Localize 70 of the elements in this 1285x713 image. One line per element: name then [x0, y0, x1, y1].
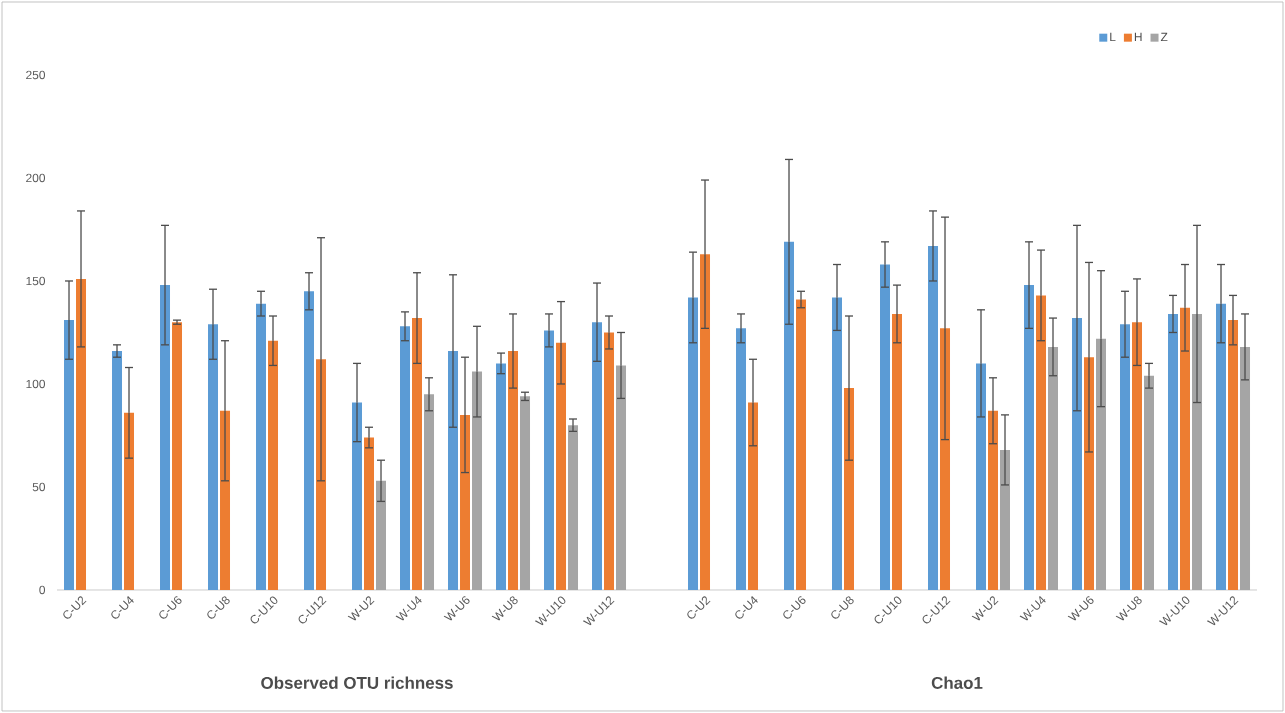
- bar: [592, 322, 603, 590]
- bar: [1228, 320, 1239, 590]
- y-tick-label: 0: [39, 585, 46, 595]
- bar: [424, 394, 435, 590]
- bar: [124, 412, 135, 590]
- bar: [1180, 307, 1190, 590]
- bar: [940, 328, 951, 590]
- bar: [736, 328, 747, 590]
- bar: [412, 318, 423, 590]
- bar: [604, 332, 615, 590]
- bar: [208, 324, 219, 590]
- bar: [352, 402, 363, 590]
- bar: [784, 241, 795, 590]
- bar: [976, 363, 987, 590]
- bar: [616, 365, 627, 590]
- bar: [844, 388, 855, 590]
- bar: [1084, 357, 1095, 590]
- y-tick-label: 150: [26, 276, 46, 286]
- bar: [568, 425, 579, 590]
- bar: [988, 410, 999, 590]
- y-tick-label: 100: [26, 379, 46, 389]
- bar: [520, 396, 531, 590]
- bar: [472, 371, 483, 590]
- legend-label: H: [1134, 32, 1142, 42]
- bar: [448, 351, 459, 590]
- bar: [1216, 303, 1227, 590]
- legend-label: Z: [1160, 32, 1168, 42]
- bar: [496, 363, 507, 590]
- bar: [880, 264, 891, 590]
- bar: [1120, 324, 1131, 590]
- bar: [700, 254, 711, 590]
- bar: [364, 437, 375, 590]
- bar: [1144, 375, 1154, 590]
- text: Chao1: [931, 676, 983, 689]
- bar: [1192, 313, 1203, 590]
- bar: [1048, 346, 1059, 590]
- y-tick-label: 200: [26, 173, 46, 183]
- bar: [1132, 322, 1142, 590]
- bar: [748, 402, 759, 590]
- bar: [268, 340, 279, 590]
- bar: [1036, 295, 1047, 590]
- bar: [832, 297, 843, 590]
- bar: [556, 342, 567, 590]
- y-tick-label: 250: [26, 70, 46, 80]
- bar: [544, 330, 555, 590]
- bar: [304, 291, 315, 590]
- bar: [1168, 313, 1178, 590]
- bar: [112, 351, 123, 590]
- bar: [796, 299, 807, 590]
- bar: [256, 303, 267, 590]
- bar: [688, 297, 699, 590]
- bar: [220, 410, 231, 590]
- bar: [928, 245, 939, 590]
- bar: [172, 322, 183, 590]
- bar: [64, 320, 75, 590]
- bar: [400, 326, 411, 590]
- bar: [460, 414, 471, 590]
- bar: [1000, 449, 1011, 590]
- bar: [1240, 346, 1251, 590]
- legend-label: L: [1110, 32, 1116, 42]
- bar: [508, 351, 519, 590]
- bar: [1024, 285, 1035, 590]
- bar: [376, 480, 387, 590]
- bar: [1096, 338, 1107, 590]
- bar: [892, 313, 903, 590]
- y-tick-label: 50: [32, 482, 46, 492]
- bar: [160, 285, 171, 590]
- bar: [76, 278, 87, 590]
- bar: [1072, 318, 1083, 590]
- text: Observed OTU richness: [261, 676, 453, 689]
